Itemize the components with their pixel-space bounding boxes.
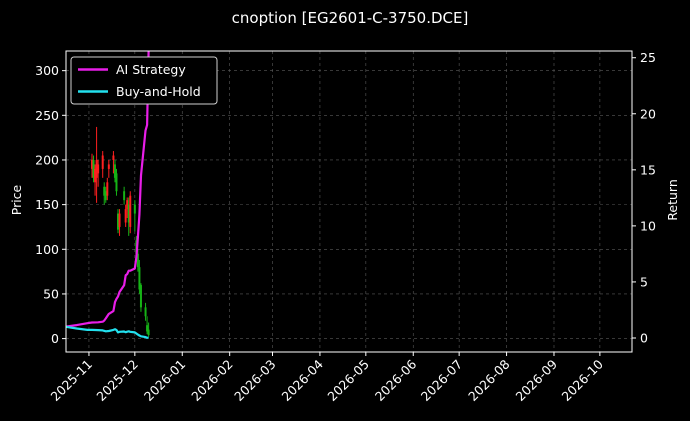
candle-body (118, 213, 121, 227)
x-tick-label: 2026-07 (418, 357, 466, 405)
y2-tick-label: 25 (640, 50, 656, 65)
candle-body (136, 253, 139, 268)
candle-body (104, 191, 107, 201)
legend: AI Strategy Buy-and-Hold (70, 56, 218, 105)
x-tick-label: 2025-11 (48, 357, 96, 405)
candle-body (94, 168, 97, 183)
y2-tick-label: 0 (640, 330, 648, 345)
candle-body (115, 173, 118, 192)
x-tick-label: 2026-03 (231, 357, 279, 405)
candle-body (95, 159, 98, 178)
candle-body (107, 164, 110, 169)
y-tick-label: 200 (35, 152, 59, 167)
x-tick-label: 2026-01 (141, 357, 189, 405)
y-tick-label: 0 (51, 331, 59, 346)
legend-label-buy-and-hold: Buy-and-Hold (116, 84, 201, 99)
x-tick-label: 2026-06 (372, 356, 420, 404)
candle-body (117, 213, 120, 230)
candle-body (138, 267, 141, 290)
candle-body (97, 164, 100, 174)
candlesticks (91, 126, 150, 337)
candle-body (124, 209, 127, 223)
y2-tick-label: 20 (640, 106, 656, 121)
y2-tick-label: 5 (640, 274, 648, 289)
x-tick-label: 2026-09 (513, 356, 561, 404)
candle-body (103, 186, 106, 196)
candle-body (92, 159, 95, 178)
candle-body (139, 285, 142, 308)
y-tick-label: 50 (43, 286, 59, 301)
y-axis-label-price: Price (9, 184, 24, 215)
candle-body (144, 307, 147, 317)
candle-body (113, 164, 116, 178)
y2-tick-label: 15 (640, 162, 656, 177)
candle-body (129, 195, 132, 227)
candle-body (127, 204, 130, 223)
x-tick-label: 2025-12 (93, 357, 141, 405)
plot-frame (65, 50, 633, 353)
y2-tick-label: 10 (640, 218, 656, 233)
series-line-ai-strategy (65, 50, 150, 328)
candle-body (146, 325, 149, 332)
legend-label-ai-strategy: AI Strategy (116, 62, 186, 77)
candle-body (91, 159, 94, 169)
x-tick-label: 2026-04 (279, 356, 327, 404)
candle-body (147, 329, 150, 336)
grid (66, 51, 632, 352)
candle-body (112, 155, 115, 160)
y-tick-label: 150 (35, 197, 59, 212)
candle-body (126, 200, 129, 210)
x-tick-label: 2026-08 (465, 356, 513, 404)
candle-body (133, 204, 136, 214)
candle-body (106, 182, 109, 196)
candle-body (101, 155, 104, 169)
x-tick-label: 2026-10 (558, 356, 606, 404)
chart-title: cnoption [EG2601-C-3750.DCE] (232, 9, 469, 27)
x-tick-label: 2026-05 (324, 357, 372, 405)
series-line-buy-and-hold (65, 325, 149, 339)
y-tick-label: 250 (35, 108, 59, 123)
return-lines (65, 50, 150, 339)
y-axis-label-return: Return (665, 179, 680, 220)
candle-body (123, 191, 126, 201)
x-tick-label: 2026-02 (188, 357, 236, 405)
y-tick-label: 100 (35, 242, 59, 257)
y-tick-label: 300 (35, 63, 59, 78)
